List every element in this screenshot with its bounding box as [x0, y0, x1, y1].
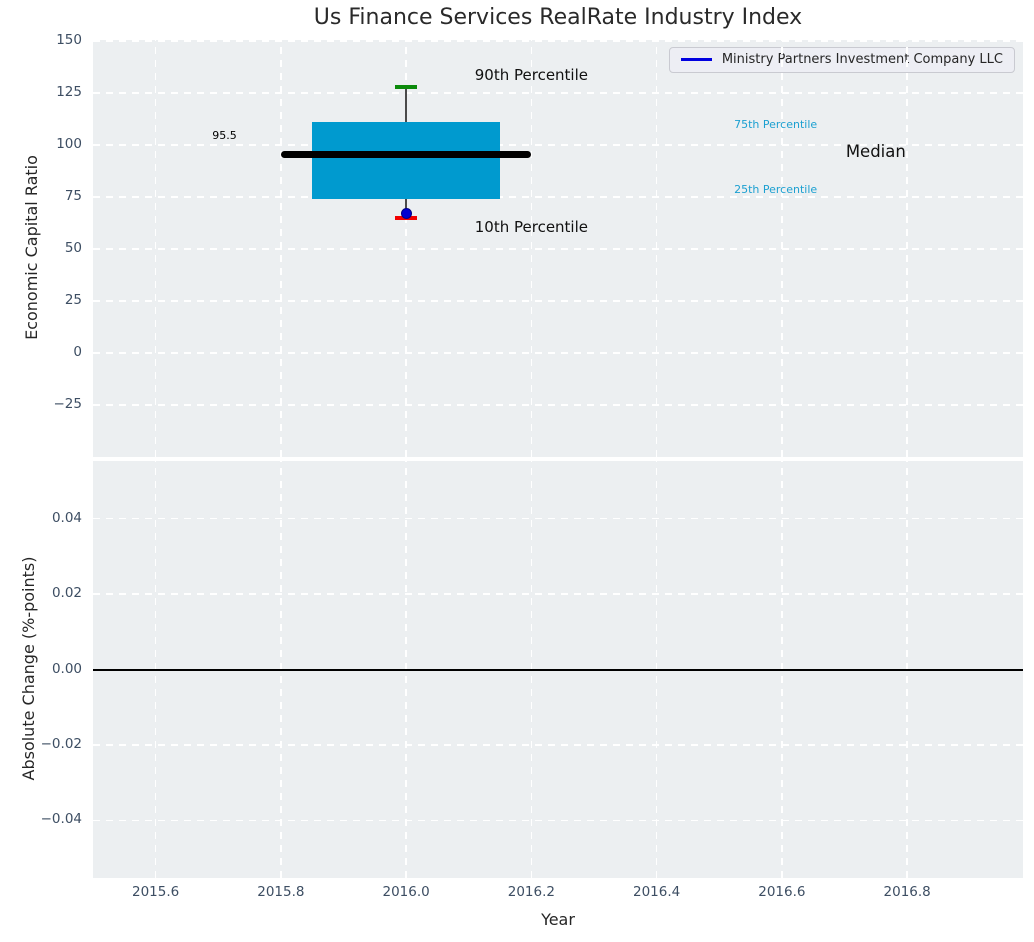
y-tick-label: 0.00 [51, 660, 82, 677]
legend-label: Ministry Partners Investment Company LLC [721, 52, 1003, 67]
y-tick-label: 100 [56, 136, 82, 153]
gridline-horizontal [93, 593, 1023, 595]
x-tick-label: 2016.0 [382, 884, 430, 900]
y-tick-label: −0.04 [40, 811, 82, 828]
y-tick-label: 0.04 [51, 509, 82, 526]
median-line [280, 150, 532, 158]
y-tick-label: 25 [64, 292, 82, 308]
x-tick-label: 2016.2 [507, 884, 555, 900]
gridline-horizontal [93, 248, 1023, 250]
annotation-95-5: 95.5 [212, 128, 237, 142]
top-plot-area: Ministry Partners Investment Company LLC [93, 40, 1023, 457]
y-tick-label: 0.02 [51, 585, 82, 602]
chart-title: Us Finance Services RealRate Industry In… [313, 5, 803, 30]
y-tick-label: 50 [64, 240, 82, 257]
y-tick-label: −25 [53, 396, 83, 412]
company-marker-dot [400, 208, 412, 220]
x-axis-label: Year [541, 910, 575, 929]
p90-cap [395, 85, 417, 89]
gridline-horizontal [93, 144, 1023, 146]
annotation-10th-percentile: 10th Percentile [474, 217, 588, 236]
x-tick-label: 2016.8 [883, 884, 931, 900]
legend-line-sample [680, 58, 712, 61]
annotation-75th-percentile: 75th Percentile [734, 118, 818, 132]
gridline-horizontal [93, 196, 1023, 198]
legend: Ministry Partners Investment Company LLC [668, 47, 1015, 73]
y-tick-label: 125 [56, 84, 82, 101]
gridline-horizontal [93, 352, 1023, 354]
y-tick-label: 150 [56, 32, 82, 49]
gridline-horizontal [93, 40, 1023, 42]
y-tick-label: 0 [73, 344, 82, 360]
gridline-horizontal [93, 404, 1023, 406]
annotation-median: Median [845, 142, 906, 162]
zero-line [93, 668, 1023, 671]
gridline-horizontal [93, 819, 1023, 822]
x-tick-label: 2015.6 [132, 884, 180, 900]
bottom-plot-area [93, 461, 1023, 878]
x-tick-label: 2016.6 [758, 884, 806, 900]
gridline-horizontal [93, 744, 1023, 746]
gridline-horizontal [93, 300, 1023, 302]
x-tick-label: 2015.8 [257, 884, 305, 900]
iqr-box [312, 122, 501, 200]
x-tick-label: 2016.4 [633, 884, 681, 900]
annotation-90th-percentile: 90th Percentile [474, 66, 588, 85]
gridline-horizontal [93, 517, 1023, 520]
y-tick-label: 75 [64, 188, 82, 205]
gridline-horizontal [93, 92, 1023, 94]
annotation-25th-percentile: 25th Percentile [734, 182, 818, 196]
y-tick-label: −0.02 [40, 735, 82, 752]
